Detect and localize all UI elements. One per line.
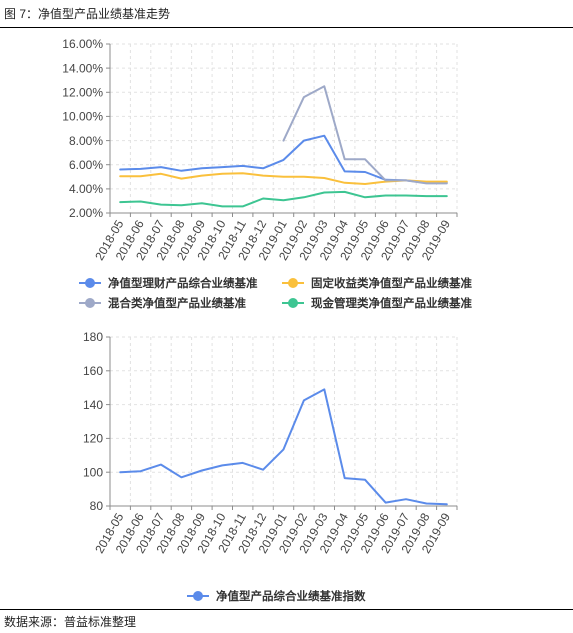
y-tick-label: 2.00% [69, 206, 103, 220]
legend-marker [85, 298, 95, 308]
legend-label: 混合类净值型产品业绩基准 [108, 296, 246, 310]
legend-label: 净值型理财产品综合业绩基准 [108, 276, 258, 290]
series-line-2 [119, 172, 448, 185]
y-tick-label: 10.00% [62, 110, 103, 124]
figure-title: 图 7：净值型产品业绩基准走势 [4, 6, 170, 21]
y-tick-label: 8.00% [69, 134, 103, 148]
legend-marker [288, 298, 298, 308]
y-tick-label: 4.00% [69, 182, 103, 196]
legend-item-2: 固定收益类净值型产品业绩基准 [282, 276, 472, 290]
benchmark-index-chart: 801001201401601802018-052018-062018-0720… [83, 330, 458, 603]
y-tick-label: 160 [83, 364, 103, 378]
legend-item-3: 混合类净值型产品业绩基准 [79, 296, 246, 310]
y-tick-label: 80 [90, 499, 104, 513]
legend-item-1: 净值型理财产品综合业绩基准 [79, 276, 258, 290]
legend-label: 固定收益类净值型产品业绩基准 [311, 276, 472, 290]
series-line-3 [282, 85, 448, 185]
y-tick-label: 14.00% [62, 61, 103, 75]
y-tick-label: 16.00% [62, 37, 103, 51]
y-tick-label: 120 [83, 432, 103, 446]
benchmark-yield-chart: 2.00% 4.00% 6.00% 8.00% 10.00% 12.00% 14.00% 16… [62, 37, 472, 310]
legend-label: 现金管理类净值型产品业绩基准 [311, 296, 472, 310]
series-line-4 [119, 190, 448, 208]
y-tick-label: 6.00% [69, 158, 103, 172]
legend-marker [288, 278, 298, 288]
legend-marker [193, 591, 203, 601]
legend-label: 净值型产品综合业绩基准指数 [216, 589, 366, 603]
legend-item-4: 现金管理类净值型产品业绩基准 [282, 296, 472, 310]
y-tick-label: 140 [83, 398, 103, 412]
series-line-1 [119, 388, 448, 506]
y-tick-label: 180 [83, 330, 103, 344]
legend-marker [85, 278, 95, 288]
legend-item-1: 净值型产品综合业绩基准指数 [187, 589, 366, 603]
source-note: 数据来源：普益标准整理 [4, 614, 136, 629]
y-tick-label: 100 [83, 465, 103, 479]
y-tick-label: 12.00% [62, 86, 103, 100]
